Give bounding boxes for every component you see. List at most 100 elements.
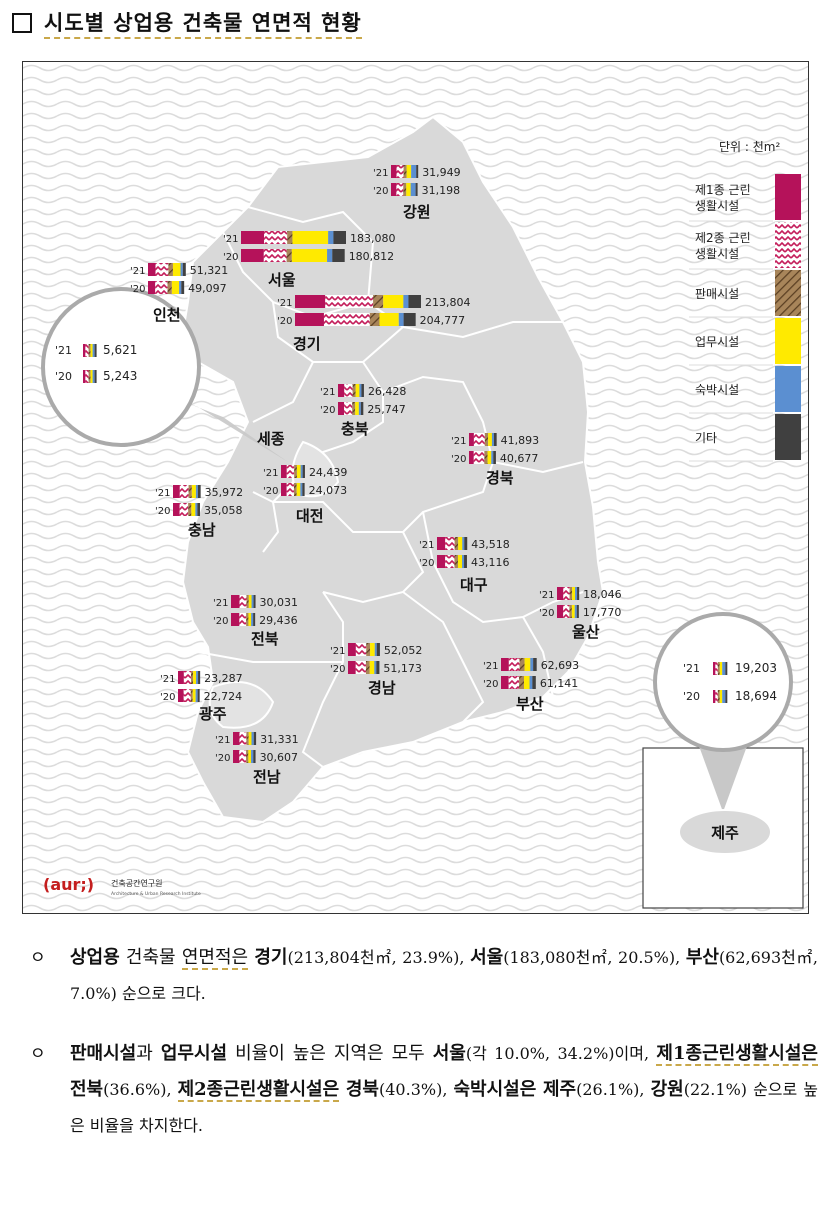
text-bold: 서울: [432, 1043, 466, 1064]
text-bold: 전북: [70, 1079, 104, 1100]
bar-20-segment-3: [296, 483, 301, 496]
region-group-7: '21 35,972 '20 35,058 충남: [155, 485, 243, 539]
year-label-20: '20: [215, 753, 230, 764]
bar-21-segment-4: [374, 643, 377, 656]
sejong-bar-segment-3: [90, 370, 93, 383]
bar-21-segment-2: [246, 595, 249, 608]
value-label-21: 183,080: [350, 232, 396, 245]
bar-21-segment-0: [178, 671, 184, 684]
jeju-callout-circle: [653, 612, 793, 752]
sejong-value-label: 5,243: [103, 369, 137, 383]
bar-21-segment-0: [469, 433, 474, 446]
bar-21-segment-1: [183, 671, 192, 684]
bar-20-segment-4: [410, 183, 416, 196]
bar-21-segment-1: [445, 537, 455, 550]
region-name: 부산: [516, 695, 544, 713]
text: (각 10.0%, 34.2%)이며,: [465, 1044, 657, 1063]
jeju-bar-segment-0: [713, 690, 716, 703]
bar-20-segment-0: [295, 313, 324, 326]
bar-20-segment-5: [360, 402, 364, 415]
value-label-21: 31,949: [422, 166, 461, 179]
bar-21-segment-0: [233, 732, 240, 745]
bar-21-segment-0: [501, 658, 509, 671]
bar-21-segment-2: [246, 732, 249, 745]
bar-21-segment-4: [180, 263, 183, 276]
value-label-21: 52,052: [384, 644, 423, 657]
value-label-20: 30,607: [260, 751, 299, 764]
bar-21-segment-3: [458, 537, 463, 550]
value-label-20: 29,436: [259, 614, 298, 627]
sejong-callout-circle: [41, 287, 201, 447]
bar-21-segment-3: [572, 587, 576, 600]
bar-20-segment-3: [355, 402, 359, 415]
bar-20-segment-5: [493, 451, 496, 464]
bar-20-segment-3: [379, 313, 399, 326]
bar-21-segment-4: [300, 465, 303, 478]
bar-20-segment-3: [248, 750, 252, 763]
bar-20-segment-0: [501, 676, 509, 689]
value-label-20: 35,058: [204, 504, 243, 517]
year-label-21: '21: [155, 488, 170, 499]
bar-20-segment-1: [445, 555, 455, 568]
sejong-bar-segment-3: [90, 344, 93, 357]
text-bold-underlined: 제2종근린생활시설은: [177, 1079, 340, 1102]
text-bold: 경기: [254, 947, 288, 968]
text: 비율이 높은 지역은 모두: [227, 1043, 433, 1064]
value-label-20: 51,173: [383, 662, 422, 675]
jeju-bar-segment-3: [719, 662, 723, 675]
region-group-3: '21 213,804 '20 204,777 경기: [277, 295, 471, 353]
bar-21-segment-4: [196, 671, 199, 684]
bar-21-segment-0: [231, 595, 240, 608]
year-label-20: '20: [320, 405, 335, 416]
bar-21-segment-3: [172, 263, 181, 276]
bar-20-segment-5: [403, 313, 416, 326]
legend-label-2: 생활시설: [695, 199, 739, 213]
bar-21-segment-4: [251, 595, 254, 608]
bar-21-segment-2: [168, 263, 173, 276]
bar-20-segment-3: [457, 555, 463, 568]
region-name: 충북: [341, 420, 369, 438]
jeju-bar-segment-4: [722, 690, 726, 703]
year-label-21: '21: [419, 540, 434, 551]
legend-label: 업무시설: [695, 335, 739, 349]
bar-20-segment-1: [396, 183, 404, 196]
text-bold: 서울: [470, 947, 504, 968]
value-label-20: 180,812: [349, 250, 395, 263]
bar-21-segment-5: [416, 165, 419, 178]
bar-20-segment-2: [286, 249, 292, 262]
legend-swatch-2: [775, 270, 801, 316]
jeju-bar-segment-0: [713, 662, 716, 675]
jeju-bar-segment-5: [725, 662, 728, 675]
bar-21-segment-5: [533, 658, 537, 671]
sejong-bar-segment-1: [85, 370, 89, 383]
bar-20-segment-2: [519, 676, 524, 689]
bar-20-segment-2: [352, 402, 356, 415]
region-name: 전북: [251, 630, 279, 648]
bar-20-segment-1: [344, 402, 353, 415]
title-text: 시도별 상업용 건축물 연면적 현황: [44, 7, 362, 39]
bar-21-segment-5: [302, 465, 305, 478]
text-bold: 강원: [650, 1079, 684, 1100]
text: (183,080천㎡, 20.5%),: [503, 948, 686, 967]
jeju-bar-segment-2: [717, 690, 720, 703]
bar-21-segment-1: [473, 433, 485, 446]
year-label-20: '20: [223, 252, 238, 263]
bullet-paragraph-1: ㅇ 상업용 건축물 연면적은 경기(213,804천㎡, 23.9%), 서울(1…: [28, 940, 818, 1012]
bar-21-segment-5: [333, 231, 346, 244]
legend-swatch-5: [775, 414, 801, 460]
bar-21-segment-3: [383, 295, 404, 308]
year-label-21: '21: [263, 468, 278, 479]
bar-21-segment-3: [355, 384, 360, 397]
year-label-20: '20: [213, 616, 228, 627]
legend-swatch-1: [775, 222, 801, 268]
bar-21-segment-4: [411, 165, 417, 178]
bar-20-segment-4: [398, 313, 404, 326]
bar-20-segment-2: [293, 483, 297, 496]
logo-name: 건축공간연구원: [111, 878, 163, 888]
region-group-6: '21 41,893 '20 40,677 경북: [451, 433, 539, 487]
year-label-20: '20: [263, 486, 278, 497]
bar-21-segment-5: [253, 732, 257, 745]
bar-20-segment-4: [374, 661, 377, 674]
